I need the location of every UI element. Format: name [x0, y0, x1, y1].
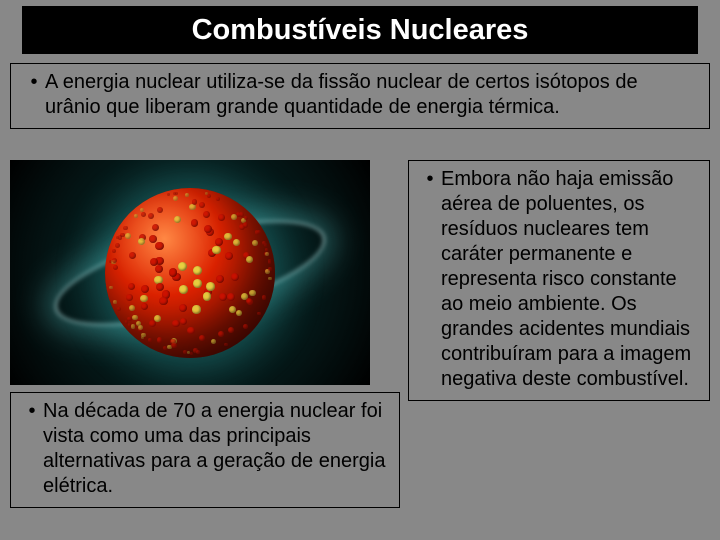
top-bullet-text: A energia nuclear utiliza-se da fissão n…	[45, 70, 697, 120]
bottom-left-bullet-text: Na década de 70 a energia nuclear foi vi…	[43, 399, 389, 499]
right-box: • Embora não haja emissão aérea de polue…	[408, 160, 710, 401]
atom-image	[10, 160, 370, 385]
top-bullet-box: • A energia nuclear utiliza-se da fissão…	[10, 63, 710, 129]
atom-sphere-icon	[105, 188, 275, 358]
bottom-left-box: • Na década de 70 a energia nuclear foi …	[10, 392, 400, 508]
bullet-item: • Embora não haja emissão aérea de polue…	[419, 167, 699, 392]
atom-dot-layer	[105, 188, 275, 358]
right-bullet-text: Embora não haja emissão aérea de poluent…	[441, 167, 699, 392]
bullet-dot-icon: •	[21, 399, 43, 424]
bullet-dot-icon: •	[419, 167, 441, 192]
bullet-item: • Na década de 70 a energia nuclear foi …	[21, 399, 389, 499]
title-box: Combustíveis Nucleares	[22, 6, 698, 54]
page-title: Combustíveis Nucleares	[192, 14, 529, 47]
bullet-dot-icon: •	[23, 70, 45, 95]
bullet-item: • A energia nuclear utiliza-se da fissão…	[23, 70, 697, 120]
